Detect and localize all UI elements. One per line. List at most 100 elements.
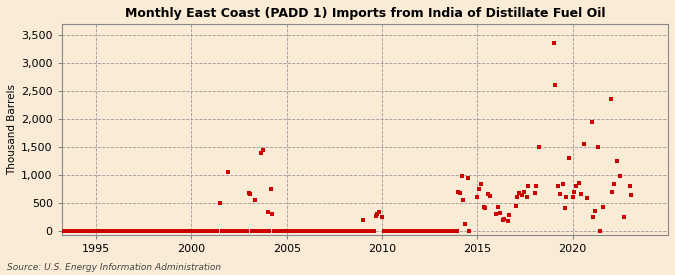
- Point: [256, 150, 267, 155]
- Point: [605, 97, 616, 101]
- Point: [431, 229, 441, 233]
- Point: [272, 229, 283, 233]
- Point: [425, 229, 435, 233]
- Point: [497, 218, 508, 222]
- Point: [198, 229, 209, 233]
- Point: [396, 229, 406, 233]
- Point: [169, 229, 180, 233]
- Point: [342, 229, 352, 233]
- Point: [275, 229, 286, 233]
- Point: [245, 192, 256, 197]
- Point: [369, 229, 379, 233]
- Point: [531, 184, 541, 188]
- Point: [159, 229, 169, 233]
- Point: [291, 229, 302, 233]
- Point: [184, 229, 195, 233]
- Point: [161, 229, 171, 233]
- Point: [129, 229, 140, 233]
- Point: [399, 229, 410, 233]
- Point: [456, 174, 467, 178]
- Point: [261, 229, 271, 233]
- Point: [578, 142, 589, 146]
- Point: [485, 194, 495, 198]
- Point: [218, 229, 229, 233]
- Point: [346, 229, 357, 233]
- Point: [327, 229, 338, 233]
- Point: [61, 229, 72, 233]
- Point: [182, 229, 192, 233]
- Point: [389, 229, 400, 233]
- Point: [607, 189, 618, 194]
- Point: [176, 229, 187, 233]
- Point: [423, 229, 433, 233]
- Point: [140, 229, 151, 233]
- Point: [178, 229, 189, 233]
- Point: [123, 229, 134, 233]
- Point: [435, 229, 446, 233]
- Point: [297, 229, 308, 233]
- Point: [219, 229, 230, 233]
- Point: [278, 229, 289, 233]
- Point: [480, 206, 491, 211]
- Point: [105, 229, 116, 233]
- Point: [210, 229, 221, 233]
- Point: [246, 229, 257, 233]
- Point: [124, 229, 135, 233]
- Point: [250, 198, 261, 202]
- Point: [321, 229, 332, 233]
- Point: [90, 229, 101, 233]
- Point: [84, 229, 95, 233]
- Point: [567, 195, 578, 199]
- Point: [280, 229, 291, 233]
- Point: [442, 229, 453, 233]
- Point: [337, 229, 348, 233]
- Point: [153, 229, 163, 233]
- Point: [148, 229, 159, 233]
- Point: [367, 229, 378, 233]
- Point: [407, 229, 418, 233]
- Point: [92, 229, 103, 233]
- Point: [81, 229, 92, 233]
- Point: [416, 229, 427, 233]
- Point: [597, 205, 608, 209]
- Point: [188, 229, 198, 233]
- Point: [265, 187, 276, 191]
- Point: [582, 196, 593, 200]
- Point: [345, 229, 356, 233]
- Point: [290, 229, 300, 233]
- Point: [339, 229, 350, 233]
- Point: [504, 213, 514, 217]
- Point: [570, 184, 581, 188]
- Point: [555, 192, 566, 197]
- Y-axis label: Thousand Barrels: Thousand Barrels: [7, 84, 17, 175]
- Point: [377, 214, 387, 219]
- Point: [237, 229, 248, 233]
- Point: [391, 229, 402, 233]
- Point: [351, 229, 362, 233]
- Point: [116, 229, 127, 233]
- Point: [115, 229, 126, 233]
- Point: [323, 229, 333, 233]
- Point: [257, 147, 268, 152]
- Point: [308, 229, 319, 233]
- Point: [380, 229, 391, 233]
- Point: [130, 229, 141, 233]
- Point: [273, 229, 284, 233]
- Point: [173, 229, 184, 233]
- Point: [126, 229, 136, 233]
- Point: [204, 229, 215, 233]
- Point: [318, 229, 329, 233]
- Point: [474, 187, 485, 191]
- Point: [107, 229, 117, 233]
- Point: [170, 229, 181, 233]
- Point: [494, 211, 505, 215]
- Point: [110, 229, 121, 233]
- Point: [186, 229, 197, 233]
- Point: [310, 229, 321, 233]
- Point: [426, 229, 437, 233]
- Point: [221, 229, 232, 233]
- Point: [167, 229, 178, 233]
- Point: [211, 229, 222, 233]
- Point: [94, 229, 105, 233]
- Point: [142, 229, 153, 233]
